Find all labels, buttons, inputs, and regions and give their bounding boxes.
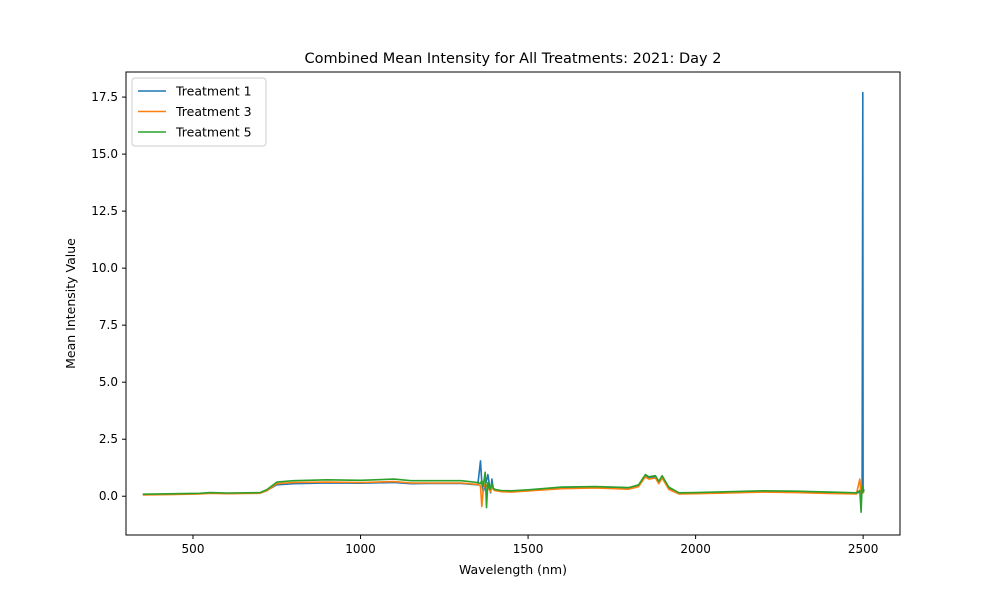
plot-area xyxy=(142,91,865,514)
legend: Treatment 1 Treatment 3 Treatment 5 xyxy=(131,77,267,147)
legend-label: Treatment 1 xyxy=(175,84,252,99)
y-tick-label: 7.5 xyxy=(99,318,118,332)
series-line-1 xyxy=(142,91,865,496)
series-line-2 xyxy=(142,475,865,508)
x-axis-label: Wavelength (nm) xyxy=(459,562,567,577)
x-tick-label: 2500 xyxy=(848,542,879,556)
x-tick-label: 500 xyxy=(182,542,205,556)
chart-title: Combined Mean Intensity for All Treatmen… xyxy=(305,51,722,67)
x-axis: 500 1000 1500 2000 2500 xyxy=(182,535,879,556)
y-tick-label: 12.5 xyxy=(91,204,118,218)
y-tick-label: 17.5 xyxy=(91,90,118,104)
legend-label: Treatment 5 xyxy=(175,125,252,140)
series-line-3 xyxy=(142,471,865,514)
y-tick-label: 2.5 xyxy=(99,432,118,446)
x-tick-label: 2000 xyxy=(680,542,711,556)
legend-label: Treatment 3 xyxy=(175,104,252,119)
plot-frame xyxy=(125,71,901,536)
y-axis-label: Mean Intensity Value xyxy=(63,238,78,369)
y-tick-label: 5.0 xyxy=(99,375,118,389)
y-tick-label: 15.0 xyxy=(91,147,118,161)
y-axis: 0.0 2.5 5.0 7.5 10.0 12.5 15.0 17.5 xyxy=(91,90,126,503)
legend-box xyxy=(131,77,267,147)
x-tick-label: 1000 xyxy=(345,542,376,556)
y-tick-label: 10.0 xyxy=(91,261,118,275)
x-tick-label: 1500 xyxy=(513,542,544,556)
y-tick-label: 0.0 xyxy=(99,489,118,503)
